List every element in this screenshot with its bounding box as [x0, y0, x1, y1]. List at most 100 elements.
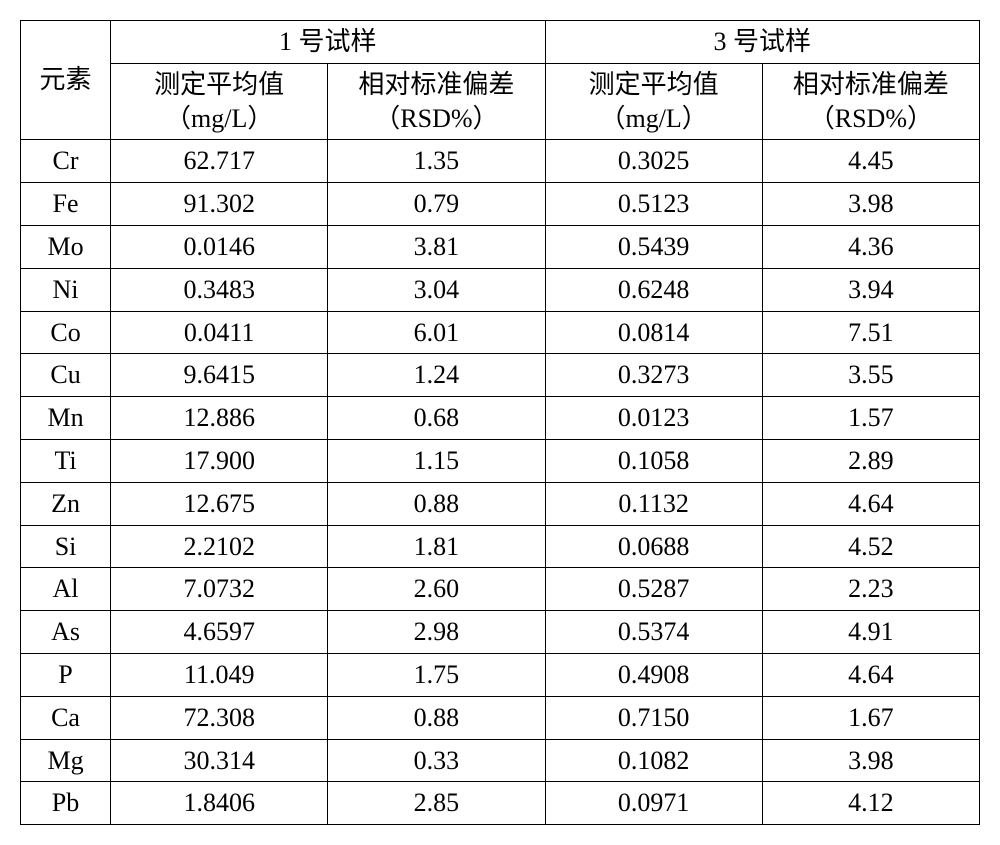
cell-s3-rsd: 4.91	[762, 611, 979, 654]
header-rsd-label: 相对标准偏差	[793, 70, 949, 99]
header-rsd-label: 相对标准偏差	[358, 70, 514, 99]
cell-s1-mean: 7.0732	[111, 568, 328, 611]
table-row: As4.65972.980.53744.91	[21, 611, 980, 654]
table-row: Zn12.6750.880.11324.64	[21, 482, 980, 525]
cell-s3-rsd: 4.52	[762, 525, 979, 568]
cell-s1-mean: 9.6415	[111, 354, 328, 397]
cell-element: Zn	[21, 482, 111, 525]
cell-s3-mean: 0.0814	[545, 311, 762, 354]
header-mean-unit: （mg/L）	[165, 104, 273, 133]
header-s1-rsd: 相对标准偏差 （RSD%）	[328, 63, 545, 140]
table-row: Cu9.64151.240.32733.55	[21, 354, 980, 397]
cell-s3-rsd: 2.23	[762, 568, 979, 611]
cell-element: P	[21, 653, 111, 696]
cell-element: Cr	[21, 140, 111, 183]
cell-element: Co	[21, 311, 111, 354]
header-mean-unit: （mg/L）	[599, 104, 707, 133]
cell-s3-mean: 0.5123	[545, 183, 762, 226]
cell-s3-mean: 0.1082	[545, 739, 762, 782]
cell-s3-mean: 0.4908	[545, 653, 762, 696]
table-header: 元素 1 号试样 3 号试样 测定平均值 （mg/L） 相对标准偏差 （RSD%…	[21, 21, 980, 140]
cell-s1-rsd: 2.98	[328, 611, 545, 654]
cell-s1-rsd: 1.35	[328, 140, 545, 183]
header-s1-mean: 测定平均值 （mg/L）	[111, 63, 328, 140]
table-row: Cr62.7171.350.30254.45	[21, 140, 980, 183]
cell-s3-rsd: 1.67	[762, 696, 979, 739]
cell-s3-mean: 0.0123	[545, 397, 762, 440]
header-s3-mean: 测定平均值 （mg/L）	[545, 63, 762, 140]
cell-s1-mean: 0.3483	[111, 268, 328, 311]
cell-s1-mean: 91.302	[111, 183, 328, 226]
cell-s3-mean: 0.6248	[545, 268, 762, 311]
header-row-2: 测定平均值 （mg/L） 相对标准偏差 （RSD%） 测定平均值 （mg/L） …	[21, 63, 980, 140]
table-row: Co0.04116.010.08147.51	[21, 311, 980, 354]
cell-s3-mean: 0.0971	[545, 782, 762, 825]
header-s3-rsd: 相对标准偏差 （RSD%）	[762, 63, 979, 140]
cell-element: Ti	[21, 439, 111, 482]
header-rsd-unit: （RSD%）	[374, 104, 498, 133]
cell-element: Mo	[21, 225, 111, 268]
table-row: Ni0.34833.040.62483.94	[21, 268, 980, 311]
cell-s3-rsd: 4.64	[762, 482, 979, 525]
header-sample3: 3 号试样	[545, 21, 979, 64]
cell-s1-rsd: 0.68	[328, 397, 545, 440]
cell-element: Fe	[21, 183, 111, 226]
cell-s1-rsd: 6.01	[328, 311, 545, 354]
cell-s3-mean: 0.1132	[545, 482, 762, 525]
header-element: 元素	[21, 21, 111, 140]
table-row: Mg30.3140.330.10823.98	[21, 739, 980, 782]
header-mean-label: 测定平均值	[154, 70, 284, 99]
cell-s1-mean: 30.314	[111, 739, 328, 782]
table-row: Si2.21021.810.06884.52	[21, 525, 980, 568]
cell-s1-mean: 11.049	[111, 653, 328, 696]
cell-s1-rsd: 2.60	[328, 568, 545, 611]
cell-s1-mean: 0.0411	[111, 311, 328, 354]
table-row: P11.0491.750.49084.64	[21, 653, 980, 696]
cell-s1-rsd: 0.88	[328, 482, 545, 525]
cell-s3-rsd: 4.12	[762, 782, 979, 825]
cell-element: Ni	[21, 268, 111, 311]
cell-s3-rsd: 3.55	[762, 354, 979, 397]
cell-s1-rsd: 1.81	[328, 525, 545, 568]
cell-s3-mean: 0.3025	[545, 140, 762, 183]
cell-s3-rsd: 4.64	[762, 653, 979, 696]
cell-s1-rsd: 1.75	[328, 653, 545, 696]
cell-element: As	[21, 611, 111, 654]
cell-element: Ca	[21, 696, 111, 739]
table-row: Fe91.3020.790.51233.98	[21, 183, 980, 226]
cell-s3-rsd: 3.98	[762, 183, 979, 226]
cell-s3-mean: 0.1058	[545, 439, 762, 482]
cell-s1-mean: 17.900	[111, 439, 328, 482]
table-row: Ca72.3080.880.71501.67	[21, 696, 980, 739]
cell-s3-rsd: 3.94	[762, 268, 979, 311]
cell-s1-rsd: 1.15	[328, 439, 545, 482]
cell-s1-mean: 12.675	[111, 482, 328, 525]
cell-s1-rsd: 0.79	[328, 183, 545, 226]
data-table: 元素 1 号试样 3 号试样 测定平均值 （mg/L） 相对标准偏差 （RSD%…	[20, 20, 980, 825]
cell-element: Mn	[21, 397, 111, 440]
cell-s1-mean: 2.2102	[111, 525, 328, 568]
cell-s1-mean: 72.308	[111, 696, 328, 739]
header-row-1: 元素 1 号试样 3 号试样	[21, 21, 980, 64]
cell-s1-rsd: 0.88	[328, 696, 545, 739]
table-row: Al7.07322.600.52872.23	[21, 568, 980, 611]
cell-element: Al	[21, 568, 111, 611]
cell-s3-rsd: 4.36	[762, 225, 979, 268]
cell-s1-mean: 0.0146	[111, 225, 328, 268]
table-row: Mn12.8860.680.01231.57	[21, 397, 980, 440]
cell-s1-rsd: 1.24	[328, 354, 545, 397]
cell-element: Cu	[21, 354, 111, 397]
cell-s1-rsd: 3.04	[328, 268, 545, 311]
cell-s1-mean: 1.8406	[111, 782, 328, 825]
cell-element: Si	[21, 525, 111, 568]
cell-s3-mean: 0.3273	[545, 354, 762, 397]
cell-s1-rsd: 2.85	[328, 782, 545, 825]
cell-s3-rsd: 1.57	[762, 397, 979, 440]
cell-s3-mean: 0.7150	[545, 696, 762, 739]
cell-s3-mean: 0.5374	[545, 611, 762, 654]
table-body: Cr62.7171.350.30254.45Fe91.3020.790.5123…	[21, 140, 980, 825]
cell-s1-mean: 12.886	[111, 397, 328, 440]
cell-s3-mean: 0.5439	[545, 225, 762, 268]
cell-s3-rsd: 4.45	[762, 140, 979, 183]
cell-s3-mean: 0.5287	[545, 568, 762, 611]
